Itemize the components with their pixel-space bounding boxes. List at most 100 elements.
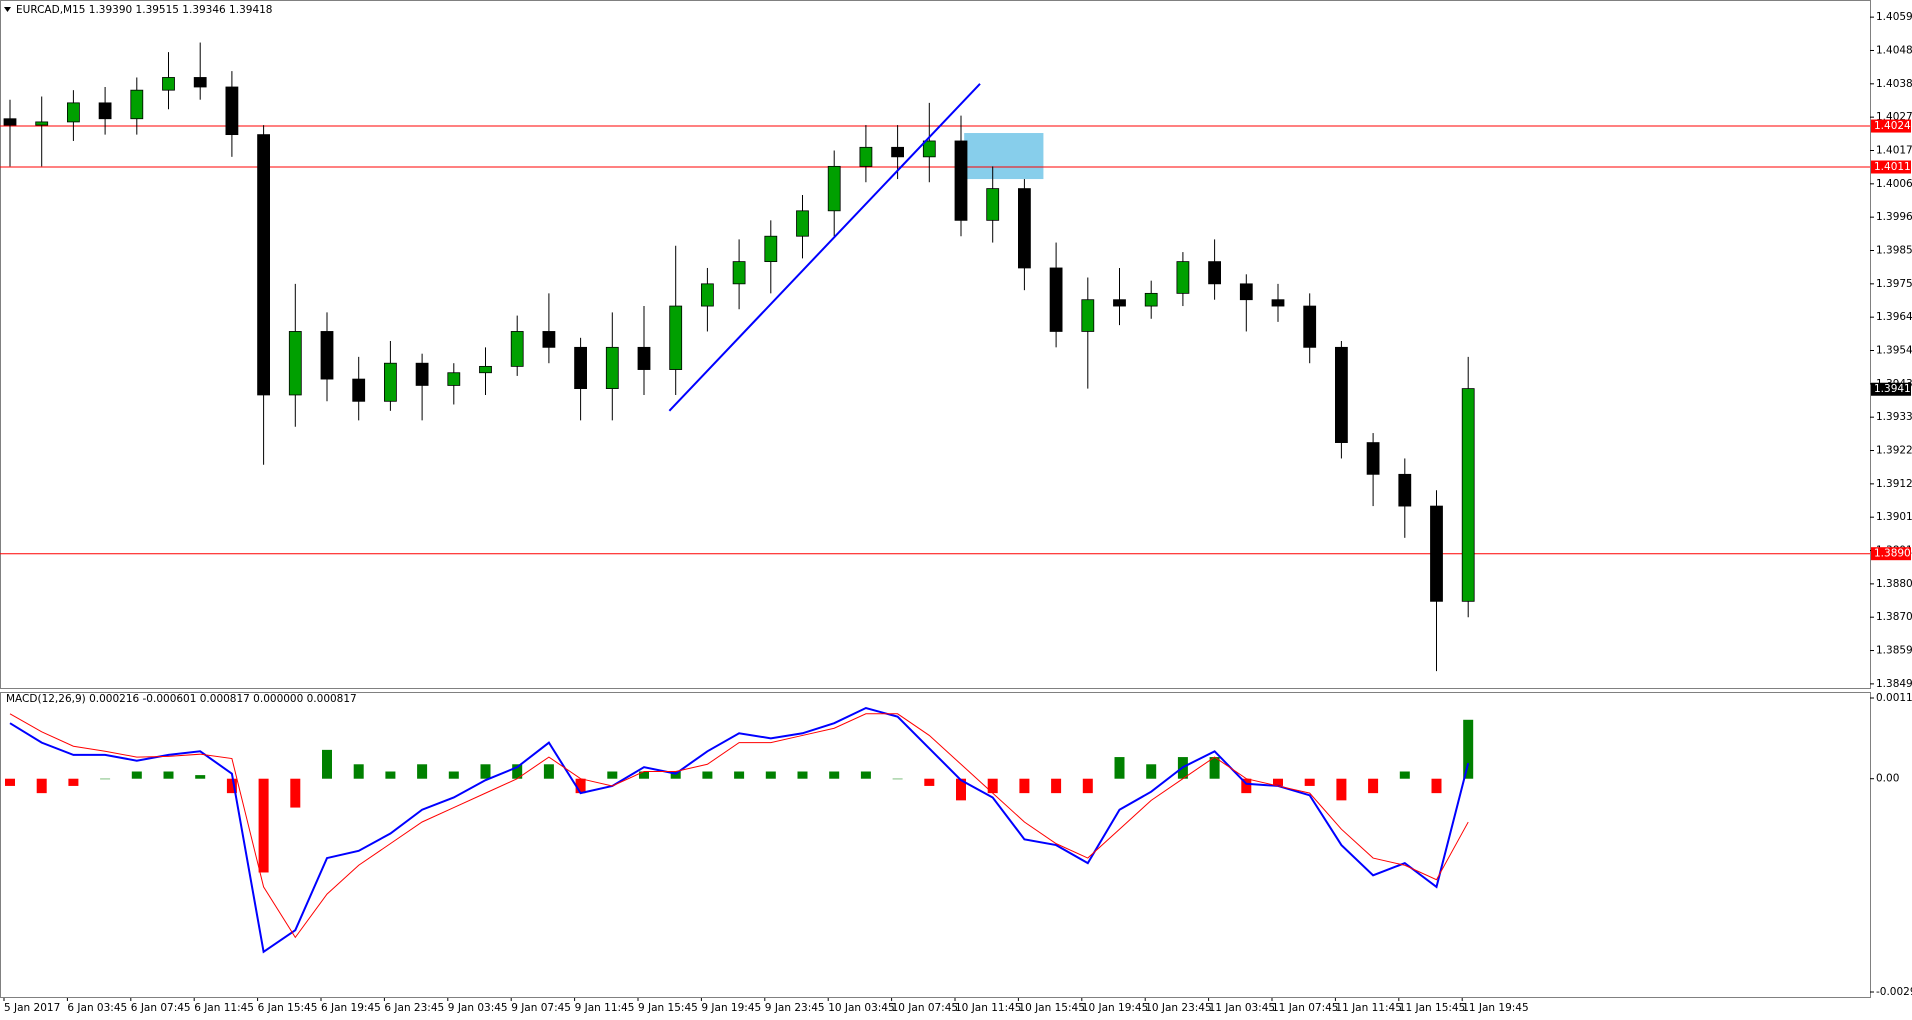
x-tick-label: 9 Jan 23:45 xyxy=(765,1002,825,1014)
histogram-bar xyxy=(480,764,491,779)
candle-body xyxy=(922,140,936,158)
histogram-bar xyxy=(987,778,998,794)
x-tick-label: 6 Jan 03:45 xyxy=(67,1002,127,1014)
candle-body xyxy=(542,331,556,348)
histogram-bar xyxy=(512,764,523,779)
candle-body xyxy=(130,89,144,120)
histogram-bar xyxy=(829,771,840,779)
candle-body xyxy=(574,346,587,390)
candle-body xyxy=(637,346,651,370)
histogram-bar xyxy=(860,771,871,779)
collapse-arrow[interactable] xyxy=(4,7,11,12)
y-tick-label: 0.00 xyxy=(1876,773,1899,785)
candle-body xyxy=(1398,473,1412,507)
y-tick-label: 1.38805 xyxy=(1876,578,1912,590)
y-tick-label: 1.40485 xyxy=(1876,44,1912,56)
y-tick-label: 1.40380 xyxy=(1876,78,1912,90)
x-tick-label: 11 Jan 07:45 xyxy=(1272,1002,1338,1014)
histogram-bar xyxy=(797,771,808,779)
histogram-bar xyxy=(1241,778,1252,794)
candle-body xyxy=(1018,188,1031,269)
candle-body xyxy=(1081,299,1095,332)
x-tick-label: 6 Jan 11:45 xyxy=(194,1002,254,1014)
histogram-bar xyxy=(1304,778,1315,786)
y-tick-label: 1.40590 xyxy=(1876,11,1912,23)
candle-body xyxy=(1113,299,1126,307)
histogram-bar xyxy=(1114,757,1125,779)
y-tick-label: 1.39750 xyxy=(1876,278,1912,290)
candle-body xyxy=(669,305,683,370)
candle-body xyxy=(383,362,397,402)
y-tick-label: 1.39015 xyxy=(1876,511,1912,523)
histogram-bar xyxy=(1463,719,1474,779)
histogram-bar xyxy=(956,778,966,801)
candle-body xyxy=(415,362,429,386)
histogram-bar xyxy=(702,771,713,779)
histogram-bar xyxy=(68,778,79,786)
x-tick-label: 9 Jan 03:45 xyxy=(448,1002,508,1014)
symbol-header: EURCAD,M15 1.39390 1.39515 1.39346 1.394… xyxy=(16,4,272,16)
histogram-bar xyxy=(100,778,111,780)
histogram-bar xyxy=(226,778,237,794)
candle-body xyxy=(510,331,524,367)
candle-body xyxy=(764,235,778,263)
y-tick-label: 1.38595 xyxy=(1876,645,1912,657)
histogram-bar xyxy=(1146,764,1157,779)
x-tick-label: 10 Jan 15:45 xyxy=(1018,1002,1084,1014)
candle-body xyxy=(1049,267,1063,332)
macd-header: MACD(12,26,9) 0.000216 -0.000601 0.00081… xyxy=(6,693,357,705)
candle-body xyxy=(859,146,873,167)
candle-body xyxy=(1430,505,1443,602)
x-tick-label: 10 Jan 03:45 xyxy=(828,1002,894,1014)
histogram-bar xyxy=(607,771,618,779)
histogram-bar xyxy=(1082,778,1093,794)
candle-body xyxy=(98,102,112,120)
candle-body xyxy=(1335,346,1348,443)
candle-body xyxy=(288,331,302,396)
candle-body xyxy=(67,102,80,123)
histogram-bar xyxy=(385,771,396,779)
trendline xyxy=(668,83,981,412)
histogram-bar xyxy=(1399,771,1410,779)
candle-body xyxy=(954,140,968,221)
y-tick-label: 0.001119 xyxy=(1876,692,1912,704)
last-price-box xyxy=(1871,382,1911,396)
candle-body xyxy=(796,210,809,237)
y-tick-label: 1.39540 xyxy=(1876,345,1912,357)
candle-body xyxy=(3,118,17,126)
histogram-bar xyxy=(5,778,15,786)
x-tick-label: 9 Jan 07:45 xyxy=(511,1002,571,1014)
histogram-bar xyxy=(1336,778,1347,801)
y-tick-label: 1.40170 xyxy=(1876,144,1912,156)
histogram-bar xyxy=(353,764,364,779)
y-tick-label: 1.39645 xyxy=(1876,311,1912,323)
histogram-bar xyxy=(258,778,269,873)
x-tick-label: 11 Jan 11:45 xyxy=(1335,1002,1401,1014)
zone xyxy=(964,133,1044,180)
candle-body xyxy=(827,165,841,212)
x-tick-label: 10 Jan 23:45 xyxy=(1145,1002,1211,1014)
x-tick-label: 5 Jan 2017 xyxy=(4,1002,60,1014)
histogram-bar xyxy=(131,771,142,779)
level-label: 1.38900 xyxy=(1874,548,1912,560)
histogram-bar xyxy=(892,778,903,780)
candle-body xyxy=(1144,292,1158,307)
histogram-bar xyxy=(734,771,745,779)
x-tick-label: 6 Jan 19:45 xyxy=(321,1002,381,1014)
candle-body xyxy=(447,372,461,386)
candle-body xyxy=(1366,442,1380,475)
price-panel xyxy=(0,0,1871,689)
histogram-bar xyxy=(163,771,174,779)
histogram-bar xyxy=(639,771,649,779)
y-tick-label: 1.40065 xyxy=(1876,178,1912,190)
histogram-bar xyxy=(195,775,206,779)
histogram-bar xyxy=(924,778,935,786)
level-box xyxy=(1871,547,1911,561)
last-price-label: 1.39418 xyxy=(1874,383,1912,395)
histogram-bar xyxy=(417,764,428,779)
histogram-bar xyxy=(36,778,47,794)
candle-body xyxy=(35,121,49,126)
candle-body xyxy=(257,134,271,396)
x-tick-label: 10 Jan 11:45 xyxy=(955,1002,1021,1014)
y-tick-label: 1.39960 xyxy=(1876,211,1912,223)
